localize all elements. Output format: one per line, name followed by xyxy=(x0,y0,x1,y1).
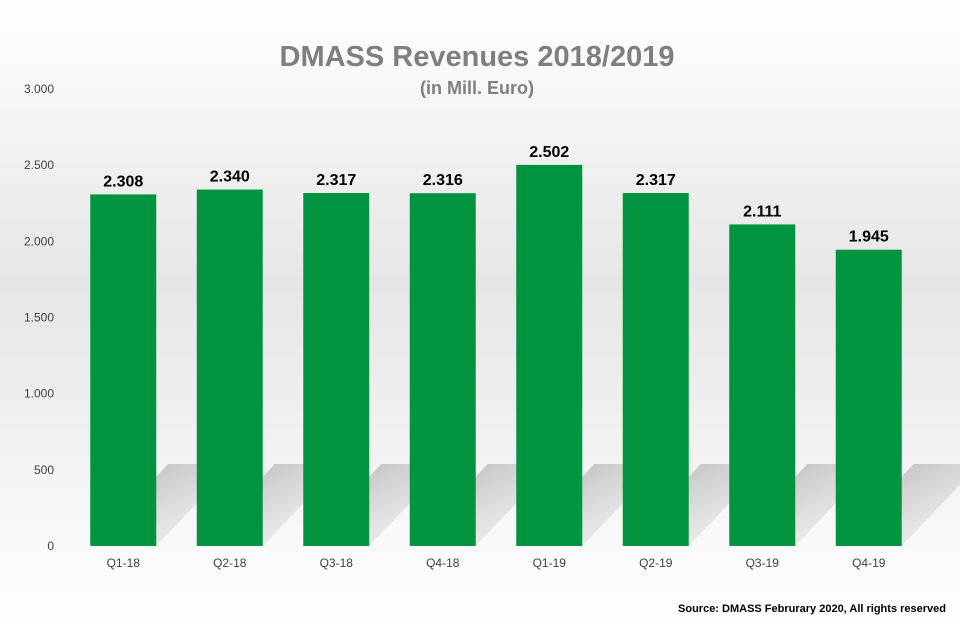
y-tick-label: 3.000 xyxy=(24,82,54,96)
bar-q4-18 xyxy=(409,193,476,547)
y-tick-label: 500 xyxy=(34,463,54,477)
x-tick-label: Q3-18 xyxy=(320,556,354,570)
y-tick-label: 2.500 xyxy=(24,158,54,172)
data-label-q1-18: 2.308 xyxy=(103,173,143,190)
x-tick-label: Q2-19 xyxy=(639,556,673,570)
y-tick-label: 2.000 xyxy=(24,234,54,248)
bar-q3-19 xyxy=(729,224,796,547)
x-tick-label: Q1-18 xyxy=(107,556,141,570)
bar-q2-19 xyxy=(622,193,689,546)
data-label-q3-18: 2.317 xyxy=(316,172,356,189)
x-tick-label: Q4-19 xyxy=(852,556,886,570)
data-label-q2-18: 2.340 xyxy=(210,169,250,186)
data-label-q1-19: 2.502 xyxy=(529,144,569,161)
y-tick-label: 1.000 xyxy=(24,387,54,401)
data-label-q4-19: 1.945 xyxy=(849,229,889,246)
x-tick-label: Q2-18 xyxy=(213,556,247,570)
bar-q1-19 xyxy=(516,164,583,546)
x-tick-label: Q1-19 xyxy=(533,556,567,570)
x-tick-label: Q4-18 xyxy=(426,556,460,570)
chart-subtitle: (in Mill. Euro) xyxy=(420,78,534,98)
data-label-q4-18: 2.316 xyxy=(423,172,463,189)
data-label-q3-19: 2.111 xyxy=(743,203,781,220)
x-tick-label: Q3-19 xyxy=(746,556,780,570)
bar-q1-18 xyxy=(90,194,157,546)
bar-q2-18 xyxy=(196,189,263,547)
chart-title: DMASS Revenues 2018/2019 xyxy=(280,41,675,73)
data-label-q2-19: 2.317 xyxy=(636,172,676,189)
bar-q3-18 xyxy=(303,193,370,546)
source-note: Source: DMASS Februrary 2020, All rights… xyxy=(678,603,946,615)
bar-q4-19 xyxy=(835,249,902,546)
y-tick-label: 0 xyxy=(47,539,54,553)
y-tick-label: 1.500 xyxy=(24,311,54,325)
